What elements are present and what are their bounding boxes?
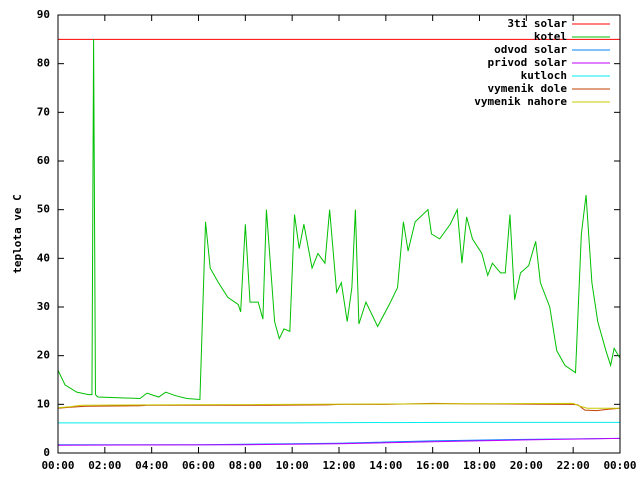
legend-label: privod solar: [488, 56, 568, 69]
x-tick-label: 14:00: [369, 459, 402, 472]
y-tick-label: 80: [37, 57, 50, 70]
y-tick-label: 10: [37, 397, 50, 410]
y-tick-label: 40: [37, 251, 50, 264]
x-tick-label: 06:00: [182, 459, 215, 472]
y-tick-label: 90: [37, 8, 50, 21]
x-tick-label: 00:00: [603, 459, 636, 472]
series-line: [57, 437, 621, 446]
x-tick-label: 02:00: [88, 459, 121, 472]
y-tick-label: 50: [37, 203, 50, 216]
x-tick-label: 12:00: [322, 459, 355, 472]
y-tick-label: 70: [37, 105, 50, 118]
x-tick-label: 10:00: [276, 459, 309, 472]
x-tick-label: 22:00: [557, 459, 590, 472]
y-tick-label: 20: [37, 349, 50, 362]
x-tick-label: 18:00: [463, 459, 496, 472]
y-tick-label: 0: [43, 446, 50, 459]
legend-label: odvod solar: [494, 43, 567, 56]
y-axis-label: teplota ve C: [11, 194, 24, 273]
x-tick-label: 04:00: [135, 459, 168, 472]
legend-label: 3ti solar: [507, 17, 567, 30]
legend-label: kutloch: [521, 69, 567, 82]
x-tick-label: 20:00: [510, 459, 543, 472]
x-tick-label: 08:00: [229, 459, 262, 472]
series-line: [57, 402, 620, 409]
x-tick-label: 00:00: [41, 459, 74, 472]
series-line: [57, 39, 621, 401]
legend-label: kotel: [534, 30, 567, 43]
y-tick-label: 30: [37, 300, 50, 313]
x-tick-label: 16:00: [416, 459, 449, 472]
y-tick-label: 60: [37, 154, 50, 167]
plot-border: [57, 14, 621, 454]
legend-label: vymenik dole: [488, 82, 568, 95]
legend-label: vymenik nahore: [474, 95, 567, 108]
